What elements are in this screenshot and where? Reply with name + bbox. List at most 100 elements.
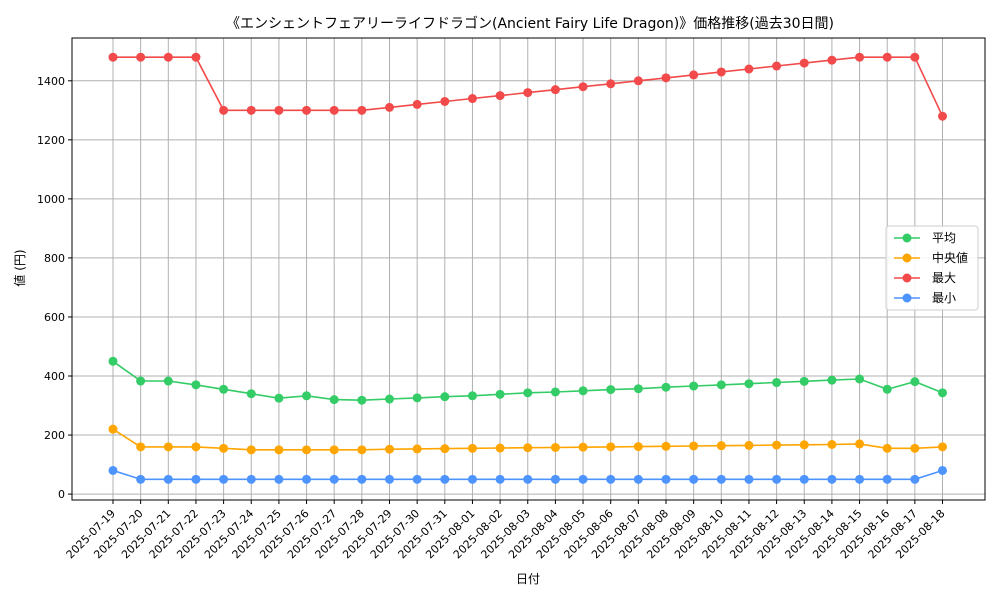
data-point: [772, 440, 782, 450]
data-point: [716, 380, 726, 390]
data-point: [938, 442, 947, 452]
data-point: [606, 79, 616, 89]
data-point: [633, 76, 643, 86]
data-point: [329, 445, 339, 455]
data-point: [136, 442, 146, 452]
legend-swatch-marker: [902, 273, 912, 283]
data-point: [357, 445, 367, 455]
legend-item: 最小: [894, 291, 956, 305]
data-point: [163, 442, 173, 452]
data-point: [689, 474, 699, 484]
data-point: [302, 105, 312, 115]
data-point: [191, 52, 201, 62]
y-tick-label: 200: [44, 429, 65, 442]
data-point: [329, 395, 339, 405]
data-point: [550, 387, 560, 397]
data-point: [661, 441, 671, 451]
data-point: [855, 439, 865, 449]
data-point: [191, 474, 201, 484]
data-point: [246, 445, 256, 455]
data-point: [467, 94, 477, 104]
data-point: [550, 85, 560, 95]
legend-label: 最小: [932, 291, 956, 305]
data-point: [827, 474, 837, 484]
data-point: [495, 474, 505, 484]
x-axis-ticks: 2025-07-192025-07-202025-07-212025-07-22…: [64, 500, 948, 561]
legend-swatch-marker: [902, 253, 912, 263]
data-point: [827, 55, 837, 65]
data-point: [772, 378, 782, 388]
data-point: [661, 382, 671, 392]
data-point: [467, 391, 477, 401]
data-point: [108, 52, 118, 62]
data-point: [274, 445, 284, 455]
legend-box: [885, 225, 979, 311]
y-tick-label: 1400: [37, 75, 65, 88]
data-point: [495, 389, 505, 399]
data-point: [385, 474, 394, 484]
data-point: [633, 384, 643, 394]
data-point: [495, 91, 505, 101]
series-0: [108, 356, 947, 405]
y-axis-ticks: 0 200 400 600 800 1000 1200 1400: [37, 75, 72, 501]
series-1: [108, 424, 947, 455]
data-point: [191, 442, 201, 452]
data-point: [163, 376, 173, 386]
plot-frame: [71, 37, 986, 501]
data-point: [827, 375, 837, 385]
data-point: [661, 474, 671, 484]
data-point: [191, 380, 201, 390]
data-point: [606, 385, 616, 395]
data-point: [689, 70, 699, 80]
data-point: [219, 105, 229, 115]
data-point: [440, 474, 450, 484]
data-point: [799, 474, 809, 484]
y-tick-label: 1200: [37, 134, 65, 147]
data-point: [523, 474, 533, 484]
data-point: [274, 474, 284, 484]
data-point: [550, 474, 560, 484]
data-point: [523, 443, 533, 453]
data-point: [302, 391, 312, 401]
legend-swatch-marker: [902, 293, 912, 303]
data-point: [163, 52, 173, 62]
data-point: [689, 381, 699, 391]
legend-item: 中央値: [894, 250, 968, 265]
data-point: [302, 445, 312, 455]
data-point: [219, 443, 229, 453]
y-tick-label: 1000: [37, 193, 65, 206]
data-point: [827, 440, 837, 450]
data-point: [385, 444, 394, 454]
data-point: [467, 443, 477, 453]
series-layer: [108, 52, 947, 484]
data-point: [689, 441, 699, 451]
data-point: [855, 374, 865, 384]
data-point: [136, 474, 146, 484]
data-point: [799, 58, 809, 68]
data-point: [136, 376, 146, 386]
data-point: [772, 474, 782, 484]
data-point: [744, 474, 754, 484]
data-point: [910, 443, 920, 453]
data-point: [938, 465, 947, 475]
y-tick-label: 600: [44, 311, 65, 324]
data-point: [467, 474, 477, 484]
data-point: [412, 444, 422, 454]
data-point: [910, 474, 920, 484]
grid-lines: [72, 38, 985, 500]
data-point: [716, 441, 726, 451]
data-point: [163, 474, 173, 484]
data-point: [440, 96, 450, 106]
series-2: [108, 52, 947, 121]
data-point: [357, 474, 367, 484]
data-point: [716, 67, 726, 77]
data-point: [385, 102, 394, 112]
x-axis-label: 日付: [516, 572, 540, 586]
y-tick-label: 0: [58, 488, 65, 501]
data-point: [910, 377, 920, 387]
data-point: [302, 474, 312, 484]
data-point: [799, 376, 809, 386]
data-point: [744, 379, 754, 389]
legend-label: 中央値: [932, 250, 968, 265]
